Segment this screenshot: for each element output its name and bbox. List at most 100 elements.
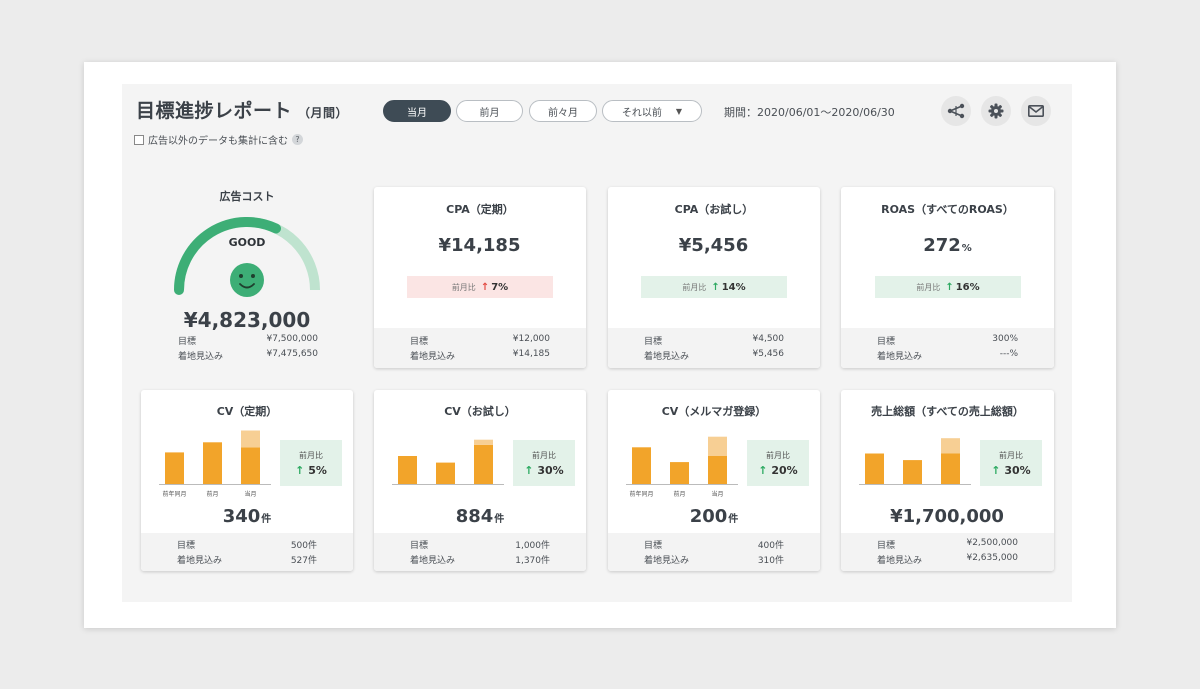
ad-cost-target-row: 目標 ¥7,500,000 [178,334,318,347]
gauge-progress [174,217,281,295]
settings-button[interactable] [981,96,1011,126]
target-row: 目標 1,000件 [410,538,550,551]
bar [670,462,689,484]
card-footer: 目標 400件 着地見込み 310件 [608,533,820,571]
x-tick-label: 前月 [673,490,685,498]
row-label: 着地見込み [177,556,223,566]
cv-bar-chart: 前年同月 前月 当月 [159,430,271,498]
card-title: CV（お試し） [444,405,516,418]
compare-label: 前月比 [532,450,556,460]
row-label: 着地見込み [178,352,224,362]
value-unit: 件 [261,514,272,525]
kpi-card-cpa-subscription[interactable]: CPA（定期） ¥14,185 前月比 ↑ 7% 目標 ¥12,000 着地見込み ¥1… [374,187,586,368]
x-tick-label: 前年同月 [629,490,653,498]
ad-cost-forecast-row: 着地見込み ¥7,475,650 [178,349,318,362]
cv-card-newsletter[interactable]: CV（メルマガ登録） 前年同月 前月 当月 前月比 ↑ 20% 200件 目標 400件… [608,390,820,571]
target-row: 目標 ¥2,500,000 [877,538,1018,551]
help-icon[interactable]: ? [292,134,303,145]
mail-button[interactable] [1021,96,1051,126]
kpi-card-cpa-trial[interactable]: CPA（お試し） ¥5,456 前月比 ↑ 14% 目標 ¥4,500 着地見込み ¥5… [608,187,820,368]
change-value: 7% [491,281,509,293]
compare-label: 前月比 [682,282,707,292]
bar-forecast [474,439,493,445]
month-over-month-badge: 前月比 ↑ 5% [280,440,342,486]
page-title: 目標進捗レポート （月間） [136,96,348,123]
tab-two-months-ago[interactable]: 前々月 [529,100,597,122]
row-label: 目標 [877,541,896,551]
tab-earlier-select[interactable]: それ以前 ▼ [602,100,702,122]
cv-card-subscription[interactable]: CV（定期） 前年同月 前月 当月 前月比 ↑ 5% 340件 目標 500件 着地見込… [141,390,353,571]
value-text: 340 [222,506,261,527]
row-value: ¥2,635,000 [966,553,1018,563]
row-value: 1,370件 [515,556,550,566]
tab-current-month[interactable]: 当月 [383,100,451,122]
card-title: CV（定期） [216,405,278,418]
row-value: ¥12,000 [512,334,550,344]
caret-down-icon: ▼ [675,106,683,116]
tab-label: 当月 [407,107,427,119]
card-footer: 目標 1,000件 着地見込み 1,370件 [374,533,586,571]
card-title: CPA（定期） [446,203,514,216]
card-value: 272% [841,235,1054,256]
row-label: 目標 [177,541,196,551]
change-line: ↑ 30% [524,464,563,477]
card-title: 売上総額（すべての売上総額） [871,405,1024,418]
arrow-up-icon: ↑ [295,463,305,477]
value-text: 272 [923,235,961,256]
sales-total-card[interactable]: 売上総額（すべての売上総額） 前月比 ↑ 30% ¥1,700,000 目標 ¥2,… [841,390,1054,571]
page-title-text: 目標進捗レポート [136,100,293,122]
change-value: 30% [537,463,564,477]
compare-label: 前月比 [916,282,941,292]
include-non-ad-checkbox[interactable] [134,134,144,145]
card-value: 884件 [374,506,586,527]
forecast-row: 着地見込み ---% [877,349,1018,362]
page-subtitle: （月間） [298,106,349,120]
card-footer: 目標 ¥2,500,000 着地見込み ¥2,635,000 [841,533,1054,571]
bar [436,462,455,484]
value-text: 200 [689,506,728,527]
bar [865,453,884,484]
change-line: ↑ 20% [758,464,797,477]
bar [632,447,651,484]
change-value: 20% [771,463,798,477]
card-value: ¥1,700,000 [841,506,1054,527]
value-text: ¥1,700,000 [890,506,1004,527]
row-label: 目標 [644,337,663,347]
card-title: CPA（お試し） [674,203,754,216]
tab-label: 前月 [479,107,500,119]
share-button[interactable] [941,96,971,126]
row-label: 着地見込み [877,556,923,566]
bar [165,452,184,484]
include-non-ad-label: 広告以外のデータも集計に含む [148,136,288,147]
row-label: 着地見込み [644,556,690,566]
cv-card-trial[interactable]: CV（お試し） 前月比 ↑ 30% 884件 目標 1,000件 着地見込み 1,37… [374,390,586,571]
change-value: 30% [1004,463,1031,477]
forecast-row: 着地見込み ¥14,185 [410,349,550,362]
row-value: 500件 [290,541,317,551]
value-text: ¥5,456 [678,235,749,256]
row-label: 目標 [644,541,663,551]
bar [903,460,922,484]
bar-forecast [941,438,960,454]
x-tick-label: 前月 [206,490,218,498]
row-value: ¥5,456 [752,349,785,359]
bar [941,453,960,484]
month-over-month-badge: 前月比 ↑ 16% [875,276,1021,298]
forecast-row: 着地見込み ¥5,456 [644,349,784,362]
kpi-card-roas[interactable]: ROAS（すべてのROAS） 272% 前月比 ↑ 16% 目標 300% 着地見込み… [841,187,1054,368]
row-value: 310件 [757,556,784,566]
card-title: CV（メルマガ登録） [661,405,767,418]
row-value: ¥4,500 [752,334,785,344]
tab-last-month[interactable]: 前月 [456,100,523,122]
row-value: 400件 [757,541,784,551]
target-row: 目標 300% [877,334,1018,347]
bar [398,456,417,484]
ad-cost-status: GOOD [228,236,266,249]
row-label: 着地見込み [410,352,456,362]
include-non-ad-filter: 広告以外のデータも集計に含む ? [134,132,303,147]
arrow-up-icon: ↑ [758,463,768,477]
card-title: ROAS（すべてのROAS） [881,203,1014,216]
month-over-month-badge: 前月比 ↑ 30% [980,440,1042,486]
month-over-month-badge: 前月比 ↑ 30% [513,440,575,486]
compare-label: 前月比 [299,450,323,460]
